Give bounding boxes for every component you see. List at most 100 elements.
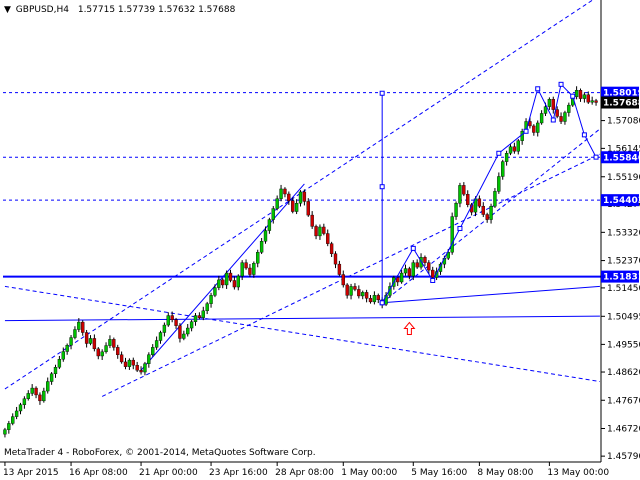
candle-body	[135, 364, 139, 371]
candle-body	[407, 268, 412, 277]
price-tick-label: 1.57080	[607, 117, 640, 127]
candle-body	[88, 338, 93, 344]
wave-point	[496, 150, 502, 156]
candle	[287, 191, 291, 205]
candle	[162, 322, 167, 337]
candle-body	[162, 324, 167, 333]
candle-body	[337, 263, 342, 275]
candle	[423, 255, 427, 266]
candle-body	[139, 370, 143, 373]
candle	[104, 342, 108, 354]
candle	[302, 189, 307, 206]
level-price-box-text: 1.54403	[603, 196, 640, 206]
horizontal-levels-layer	[3, 92, 601, 278]
candle	[49, 372, 54, 385]
candle	[123, 357, 128, 370]
candle	[539, 110, 544, 125]
candle	[7, 420, 11, 434]
level-price-box-text: 1.55846	[603, 153, 640, 163]
candle	[333, 251, 338, 269]
candle-body	[543, 106, 548, 114]
candle-body	[22, 398, 27, 405]
candle	[46, 377, 50, 394]
candle	[493, 188, 497, 208]
price-tick-label: 1.48620	[607, 368, 640, 378]
candle-body	[555, 109, 559, 117]
candle-body	[166, 315, 170, 326]
candle-body	[559, 116, 563, 122]
candle-body	[186, 327, 190, 335]
candle-body	[314, 226, 318, 237]
price-tick-label: 1.50495	[607, 312, 640, 322]
candle-body	[112, 339, 116, 348]
candle-body	[26, 393, 30, 399]
candle-body	[57, 359, 62, 368]
candle	[501, 159, 505, 180]
candle	[240, 260, 244, 281]
candle	[135, 361, 139, 373]
copyright-footer: MetaTrader 4 - RoboForex, © 2001-2014, M…	[4, 448, 316, 458]
level-price-box: 1.55846	[601, 151, 640, 164]
candle-body	[131, 359, 135, 366]
candle	[30, 384, 34, 396]
candle	[291, 197, 295, 214]
price-tick-label: 1.45790	[607, 452, 640, 462]
candle	[485, 212, 489, 223]
candle-body	[18, 404, 23, 412]
candle	[182, 330, 186, 341]
time-tick-label: 16 Apr 08:00	[69, 468, 128, 478]
candle-body	[38, 394, 42, 402]
level-price-box-bg	[601, 151, 639, 164]
candle	[166, 312, 170, 327]
candle-body	[170, 315, 174, 320]
candle	[516, 139, 520, 155]
time-tick-label: 13 Apr 2015	[3, 468, 59, 478]
candle	[3, 427, 7, 438]
candle-body	[283, 188, 287, 195]
candle-body	[372, 295, 377, 303]
candle-body	[466, 194, 470, 205]
wave-point	[593, 154, 599, 160]
candle	[108, 335, 112, 349]
candle	[236, 274, 240, 291]
candle	[283, 187, 287, 198]
candle	[512, 142, 517, 154]
trendline-1	[101, 153, 601, 397]
candle	[399, 269, 404, 284]
candle	[532, 124, 536, 136]
trendline-4	[382, 285, 600, 304]
candle-body	[551, 98, 555, 110]
candle-body	[104, 345, 108, 353]
candle-body	[154, 340, 159, 348]
candle-body	[182, 333, 186, 339]
candle	[563, 110, 567, 125]
header-triangle-icon: ▼	[4, 5, 11, 15]
candle	[364, 289, 369, 303]
time-tick-label: 23 Apr 16:00	[209, 468, 268, 478]
candle-body	[547, 98, 552, 107]
candle	[112, 337, 116, 351]
candle-body	[532, 125, 536, 133]
price-tick-label: 1.51450	[607, 284, 640, 294]
candle-body	[497, 176, 501, 192]
candle	[368, 295, 373, 304]
candle	[69, 335, 73, 350]
candle-body	[119, 354, 124, 363]
candle	[228, 269, 233, 283]
candle-body	[151, 347, 155, 355]
candle	[221, 278, 225, 289]
candle-body	[462, 185, 466, 195]
candle	[267, 217, 272, 234]
current-price-box-text: 1.57688	[603, 99, 640, 109]
candle	[38, 392, 42, 405]
time-tick-label: 28 Apr 08:00	[275, 468, 334, 478]
time-tick-label: 1 May 00:00	[341, 468, 397, 478]
trendline-6	[381, 128, 601, 304]
candle	[594, 98, 598, 106]
candle-body	[256, 252, 260, 264]
candle-body	[65, 345, 69, 352]
candle	[189, 320, 194, 332]
time-tick-label: 13 May 00:00	[547, 468, 609, 478]
